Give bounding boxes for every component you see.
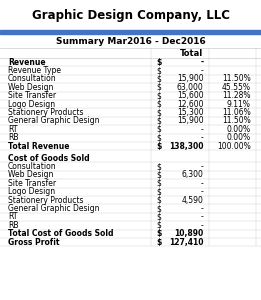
Text: Consultation: Consultation	[8, 162, 56, 171]
Text: RT: RT	[8, 125, 17, 134]
Text: 127,410: 127,410	[169, 238, 204, 247]
Text: $: $	[157, 116, 162, 125]
Text: 15,900: 15,900	[177, 116, 204, 125]
Text: $: $	[157, 74, 162, 83]
Text: 12,600: 12,600	[177, 100, 204, 109]
Text: Revenue: Revenue	[8, 58, 45, 67]
Text: 100.00%: 100.00%	[217, 142, 251, 151]
Text: $: $	[157, 187, 162, 196]
Text: -: -	[201, 179, 204, 188]
Text: -: -	[200, 58, 204, 67]
Text: RB: RB	[8, 133, 18, 142]
Text: $: $	[157, 125, 162, 134]
Text: Consultation: Consultation	[8, 74, 56, 83]
Text: Cost of Goods Sold: Cost of Goods Sold	[8, 154, 90, 163]
Text: Web Design: Web Design	[8, 83, 53, 92]
Text: $: $	[157, 179, 162, 188]
Text: $: $	[157, 162, 162, 171]
Text: 0.00%: 0.00%	[227, 125, 251, 134]
Text: Logo Design: Logo Design	[8, 100, 55, 109]
Text: $: $	[157, 142, 162, 151]
Text: 15,600: 15,600	[177, 91, 204, 100]
Text: 15,900: 15,900	[177, 74, 204, 83]
Text: -: -	[201, 221, 204, 230]
Text: 11.28%: 11.28%	[222, 91, 251, 100]
Text: 4,590: 4,590	[182, 196, 204, 205]
Text: 11.50%: 11.50%	[222, 74, 251, 83]
Text: 9.11%: 9.11%	[227, 100, 251, 109]
Text: Revenue Type: Revenue Type	[8, 66, 61, 75]
Text: $: $	[157, 238, 162, 247]
Text: Total Cost of Goods Sold: Total Cost of Goods Sold	[8, 229, 113, 238]
Text: $: $	[157, 83, 162, 92]
Text: 63,000: 63,000	[177, 83, 204, 92]
Text: Site Transfer: Site Transfer	[8, 179, 56, 188]
Text: $: $	[157, 66, 162, 75]
Text: 45.55%: 45.55%	[222, 83, 251, 92]
Text: Stationery Products: Stationery Products	[8, 108, 83, 117]
Text: $: $	[157, 221, 162, 230]
Text: $: $	[157, 91, 162, 100]
Bar	[0, 0, 261, 30]
Text: -: -	[201, 66, 204, 75]
Text: Web Design: Web Design	[8, 170, 53, 179]
Text: Stationery Products: Stationery Products	[8, 196, 83, 205]
Text: Graphic Design Company, LLC: Graphic Design Company, LLC	[32, 8, 229, 22]
Text: 11.50%: 11.50%	[222, 116, 251, 125]
Text: 11.06%: 11.06%	[222, 108, 251, 117]
Text: $: $	[157, 196, 162, 205]
Text: RB: RB	[8, 221, 18, 230]
Text: Logo Design: Logo Design	[8, 187, 55, 196]
Text: $: $	[157, 100, 162, 109]
Text: $: $	[157, 212, 162, 221]
Text: $: $	[157, 229, 162, 238]
Text: $: $	[157, 58, 162, 67]
Text: -: -	[201, 204, 204, 213]
Text: 0.00%: 0.00%	[227, 133, 251, 142]
Text: 15,300: 15,300	[177, 108, 204, 117]
Text: $: $	[157, 133, 162, 142]
Text: Summary Mar2016 - Dec2016: Summary Mar2016 - Dec2016	[56, 37, 205, 46]
Text: Site Transfer: Site Transfer	[8, 91, 56, 100]
Text: Gross Profit: Gross Profit	[8, 238, 59, 247]
Bar	[0, 30, 261, 34]
Text: 10,890: 10,890	[174, 229, 204, 238]
Text: Total Revenue: Total Revenue	[8, 142, 69, 151]
Text: -: -	[201, 187, 204, 196]
Text: General Graphic Design: General Graphic Design	[8, 204, 99, 213]
Text: $: $	[157, 108, 162, 117]
Text: $: $	[157, 170, 162, 179]
Text: -: -	[201, 125, 204, 134]
Text: $: $	[157, 204, 162, 213]
Text: 138,300: 138,300	[169, 142, 204, 151]
Text: -: -	[201, 162, 204, 171]
Text: -: -	[201, 133, 204, 142]
Text: RT: RT	[8, 212, 17, 221]
Text: -: -	[201, 212, 204, 221]
Text: General Graphic Design: General Graphic Design	[8, 116, 99, 125]
Text: 6,300: 6,300	[182, 170, 204, 179]
Text: Total: Total	[180, 49, 204, 58]
